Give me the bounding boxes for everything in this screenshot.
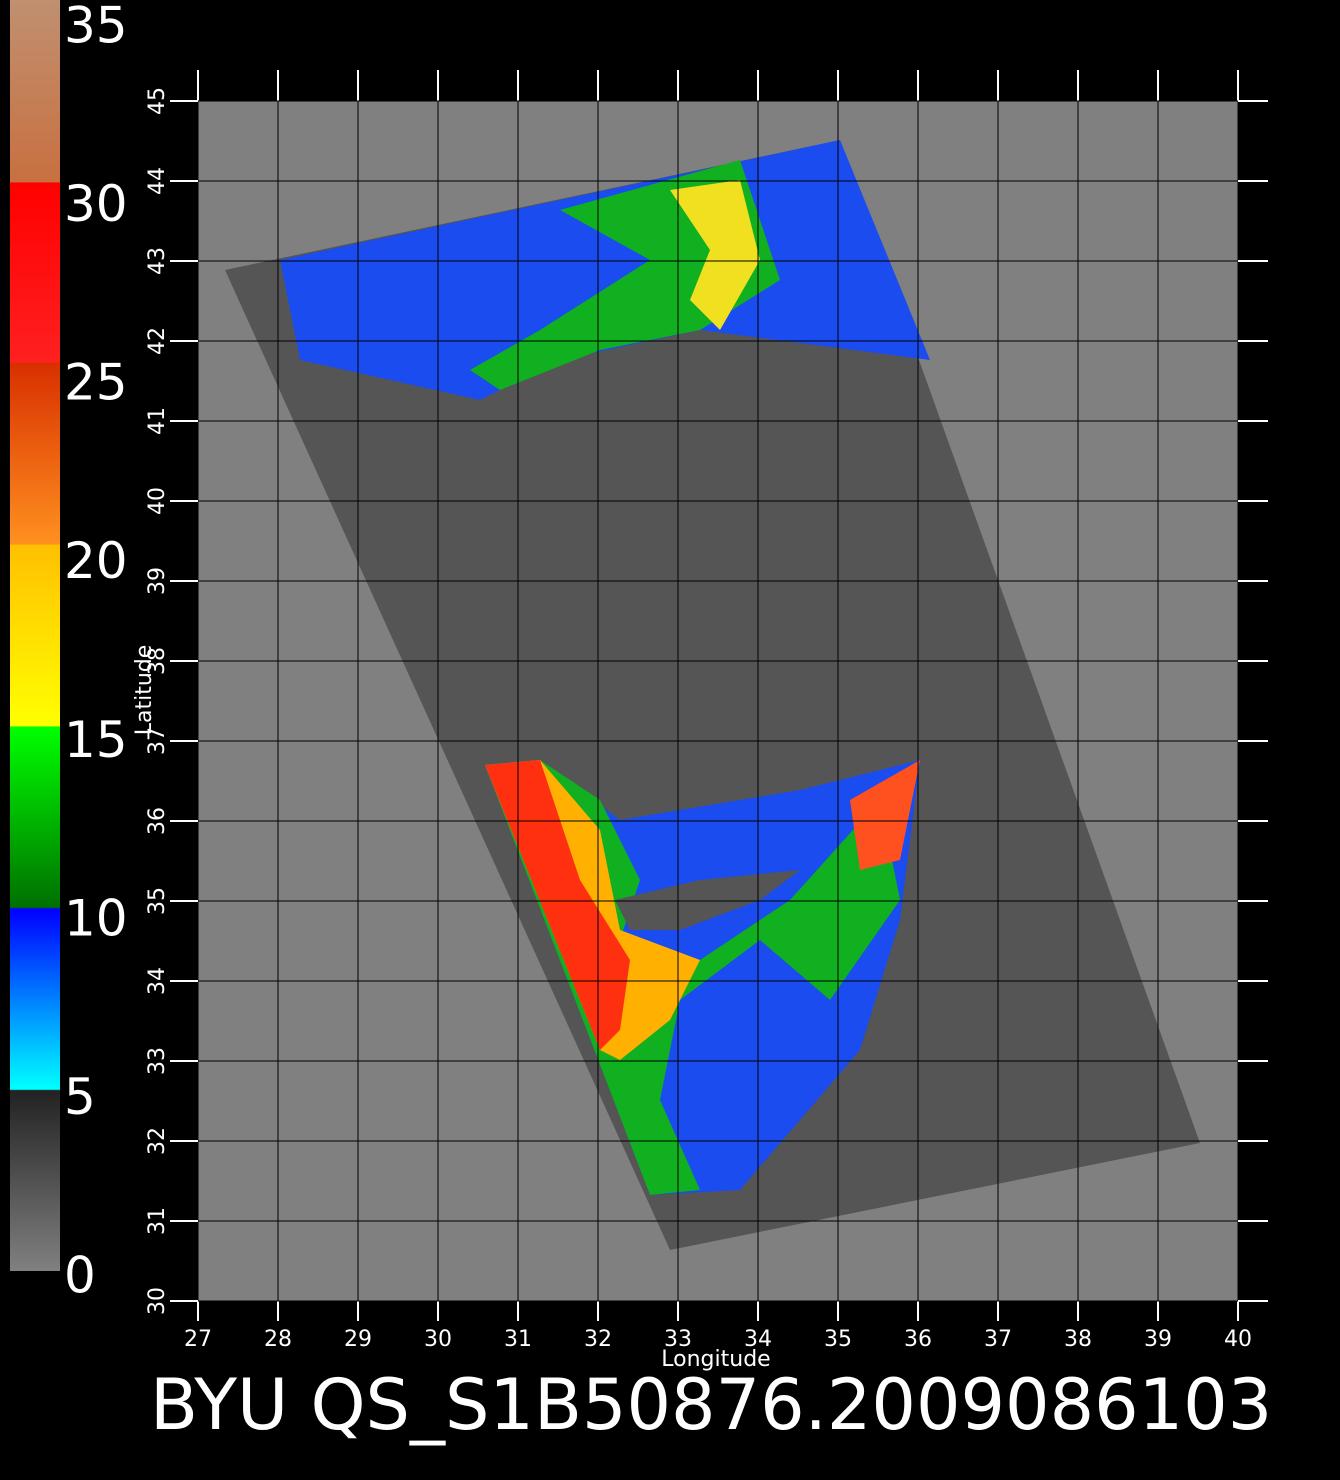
x-tick-label: 36 xyxy=(904,1327,932,1352)
colorbar-tick-label: 35 xyxy=(64,0,128,55)
y-tick-label: 32 xyxy=(145,1127,170,1155)
x-tick-label: 27 xyxy=(184,1327,212,1352)
colorbar-tick-label: 20 xyxy=(64,532,128,590)
y-tick-label: 45 xyxy=(145,87,170,115)
colorbar-tick-label: 15 xyxy=(64,711,128,769)
x-tick-label: 32 xyxy=(584,1327,612,1352)
y-tick-label: 39 xyxy=(145,567,170,595)
y-tick-label: 33 xyxy=(145,1047,170,1075)
chart-title: BYU QS_S1B50876.2009086103 xyxy=(150,1364,1272,1446)
x-tick-label: 30 xyxy=(424,1327,452,1352)
colorbar-tick-label: 25 xyxy=(64,354,128,412)
x-tick-label: 33 xyxy=(664,1327,692,1352)
x-tick-label: 31 xyxy=(504,1327,532,1352)
colorbar-tick-label: 0 xyxy=(64,1247,96,1305)
y-tick-label: 38 xyxy=(145,647,170,675)
colorbar-tick-label: 30 xyxy=(64,175,128,233)
y-tick-label: 42 xyxy=(145,327,170,355)
y-tick-label: 41 xyxy=(145,407,170,435)
x-tick-label: 40 xyxy=(1224,1327,1252,1352)
y-tick-label: 44 xyxy=(145,167,170,195)
x-tick-label: 28 xyxy=(264,1327,292,1352)
y-tick-label: 36 xyxy=(145,807,170,835)
x-tick-label: 29 xyxy=(344,1327,372,1352)
x-tick-label: 34 xyxy=(744,1327,772,1352)
y-tick-label: 40 xyxy=(145,487,170,515)
y-tick-label: 43 xyxy=(145,247,170,275)
y-tick-label: 31 xyxy=(145,1207,170,1235)
x-tick-label: 38 xyxy=(1064,1327,1092,1352)
y-tick-label: 35 xyxy=(145,887,170,915)
colorbar-tick-label: 10 xyxy=(64,889,128,947)
x-tick-label: 37 xyxy=(984,1327,1012,1352)
y-tick-label: 30 xyxy=(145,1287,170,1315)
wind-field xyxy=(225,140,1200,1250)
y-axis-label: Latitude xyxy=(132,645,157,736)
x-tick-label: 35 xyxy=(824,1327,852,1352)
y-tick-label: 37 xyxy=(145,727,170,755)
x-axis-label: Longitude xyxy=(661,1347,770,1372)
colorbar-tick-label: 5 xyxy=(64,1068,96,1126)
colorbar xyxy=(10,0,60,1271)
y-tick-label: 34 xyxy=(145,967,170,995)
x-tick-label: 39 xyxy=(1144,1327,1172,1352)
